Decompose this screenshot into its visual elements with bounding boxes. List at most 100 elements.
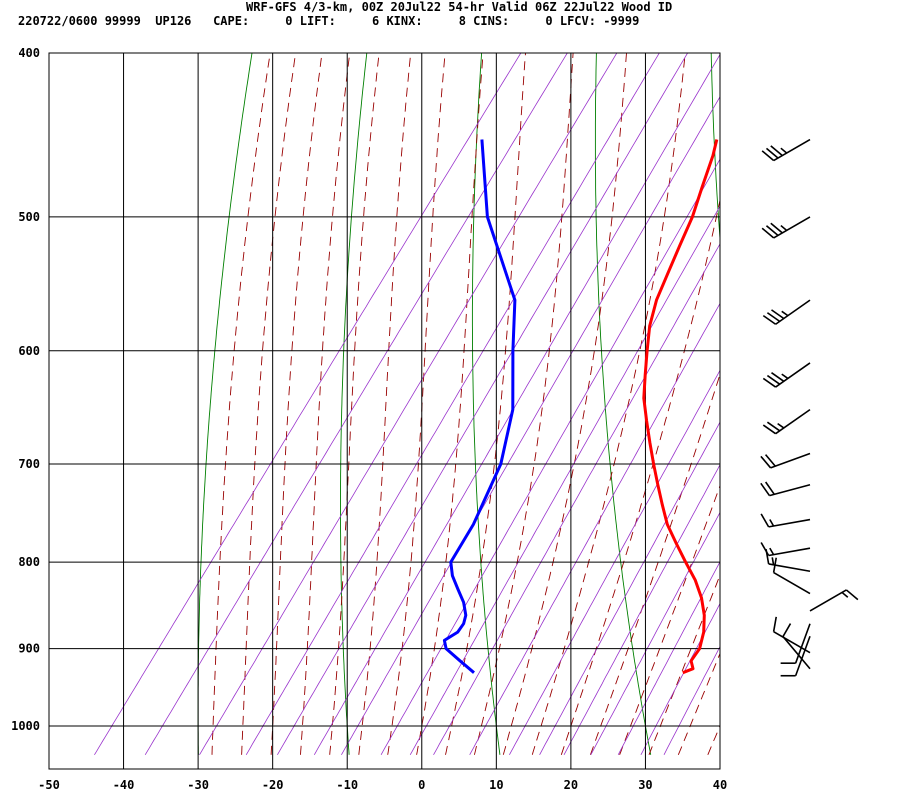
barb-feather xyxy=(766,312,781,323)
mixing-ratio-line xyxy=(341,96,720,755)
x-tick-label: 40 xyxy=(713,778,727,792)
barb-feather xyxy=(782,623,792,637)
barb-feather xyxy=(765,549,770,565)
barb-feather xyxy=(765,225,779,237)
mixing-ratio-line xyxy=(469,302,720,755)
moist-adiabat xyxy=(619,484,720,755)
barb-half-feather xyxy=(777,422,785,429)
moist-adiabat xyxy=(502,53,627,755)
grid xyxy=(49,52,720,769)
barb-shaft xyxy=(775,299,811,325)
y-tick-label: 600 xyxy=(18,344,40,358)
dry-adiabat xyxy=(826,53,900,755)
barb-feather xyxy=(771,309,785,320)
barb-shaft xyxy=(809,589,847,612)
wind-barb xyxy=(760,513,811,528)
barb-feather xyxy=(770,222,783,234)
mixing-ratio-line xyxy=(590,511,720,755)
x-tick-label: 10 xyxy=(489,778,503,792)
wind-barb xyxy=(762,408,811,435)
barb-half-feather xyxy=(781,373,789,380)
x-tick-label: -10 xyxy=(336,778,358,792)
y-tick-label: 800 xyxy=(18,555,40,569)
moist-adiabat xyxy=(387,53,446,755)
barb-half-feather xyxy=(781,310,789,317)
barb-feather xyxy=(762,424,777,435)
barb-half-feather xyxy=(841,591,849,598)
barb-shaft xyxy=(770,452,811,469)
x-tick-label: -50 xyxy=(38,778,60,792)
moist-adiabat xyxy=(300,53,351,755)
moist-adiabat xyxy=(531,53,686,755)
x-tick-label: 0 xyxy=(418,778,425,792)
x-tick-label: -30 xyxy=(187,778,209,792)
mixing-ratio-line xyxy=(563,463,720,755)
mixing-ratio-line xyxy=(199,53,618,756)
wind-barb xyxy=(780,623,811,664)
mixing-ratio-line xyxy=(245,53,660,756)
x-tick-label: 30 xyxy=(638,778,652,792)
dry-adiabat xyxy=(197,53,253,755)
x-tick-labels: -50 -40 -30 -20 -10 0 10 20 30 40 xyxy=(38,778,727,792)
mixing-ratio-line xyxy=(663,645,720,755)
sounding-indices: 220722/0600 99999 UP126 CAPE: 0 LIFT: 6 … xyxy=(18,14,640,28)
barb-feather xyxy=(765,147,779,159)
barb-feather xyxy=(762,377,777,388)
mixing-ratio-line xyxy=(277,53,688,755)
barb-feather xyxy=(771,372,785,382)
moist-adiabat xyxy=(241,53,297,755)
barb-feather xyxy=(766,374,781,385)
wind-barb xyxy=(760,481,811,497)
moist-adiabat xyxy=(560,198,720,755)
barb-shaft xyxy=(773,571,811,595)
barb-shaft xyxy=(768,547,811,557)
wind-barb xyxy=(760,542,811,557)
barb-half-feather xyxy=(771,557,775,565)
barb-half-feather xyxy=(780,224,788,232)
barb-feather xyxy=(760,513,770,528)
mixing-ratio-line xyxy=(433,243,720,755)
barb-feather xyxy=(770,145,783,157)
moist-adiabat xyxy=(329,53,380,755)
background-lines xyxy=(94,53,900,756)
barb-shaft xyxy=(769,483,811,497)
plot-frame xyxy=(48,52,721,770)
dry-adiabat xyxy=(594,53,652,755)
wind-barb xyxy=(772,557,811,595)
barb-feather xyxy=(766,421,781,432)
barb-shaft xyxy=(768,518,811,528)
wind-barb xyxy=(782,623,811,670)
dry-adiabat xyxy=(710,53,720,244)
barb-feather xyxy=(764,454,776,467)
barb-feather xyxy=(765,481,775,495)
barb-feather xyxy=(762,314,777,325)
x-tick-label: 20 xyxy=(564,778,578,792)
moist-adiabat xyxy=(211,53,271,755)
barb-feather xyxy=(845,589,859,601)
barb-shaft xyxy=(775,408,811,435)
y-tick-label: 900 xyxy=(18,642,40,656)
y-tick-label: 400 xyxy=(18,46,40,60)
chart-title: WRF-GFS 4/3-km, 00Z 20Jul22 54-hr Valid … xyxy=(246,0,673,14)
y-tick-label: 500 xyxy=(18,210,40,224)
barb-feather xyxy=(772,557,778,573)
mixing-ratio-line xyxy=(94,53,522,756)
barb-half-feather xyxy=(769,519,775,527)
temperature-profile xyxy=(642,139,719,675)
wind-barb xyxy=(780,635,811,677)
mixing-ratio-line xyxy=(380,158,720,755)
x-tick-label: -40 xyxy=(113,778,135,792)
moist-adiabat xyxy=(416,53,484,755)
mixing-ratio-line xyxy=(409,205,720,755)
profiles xyxy=(442,139,719,675)
wind-barb xyxy=(760,452,811,469)
barb-shaft xyxy=(794,623,811,664)
barb-feather xyxy=(761,150,775,162)
y-tick-label: 700 xyxy=(18,457,40,471)
barb-half-feather xyxy=(780,147,788,154)
barb-feather xyxy=(772,616,778,632)
barb-shaft xyxy=(782,636,811,670)
mixing-ratio-line xyxy=(539,421,720,755)
barb-feather xyxy=(760,455,772,469)
moist-adiabat xyxy=(648,573,720,755)
